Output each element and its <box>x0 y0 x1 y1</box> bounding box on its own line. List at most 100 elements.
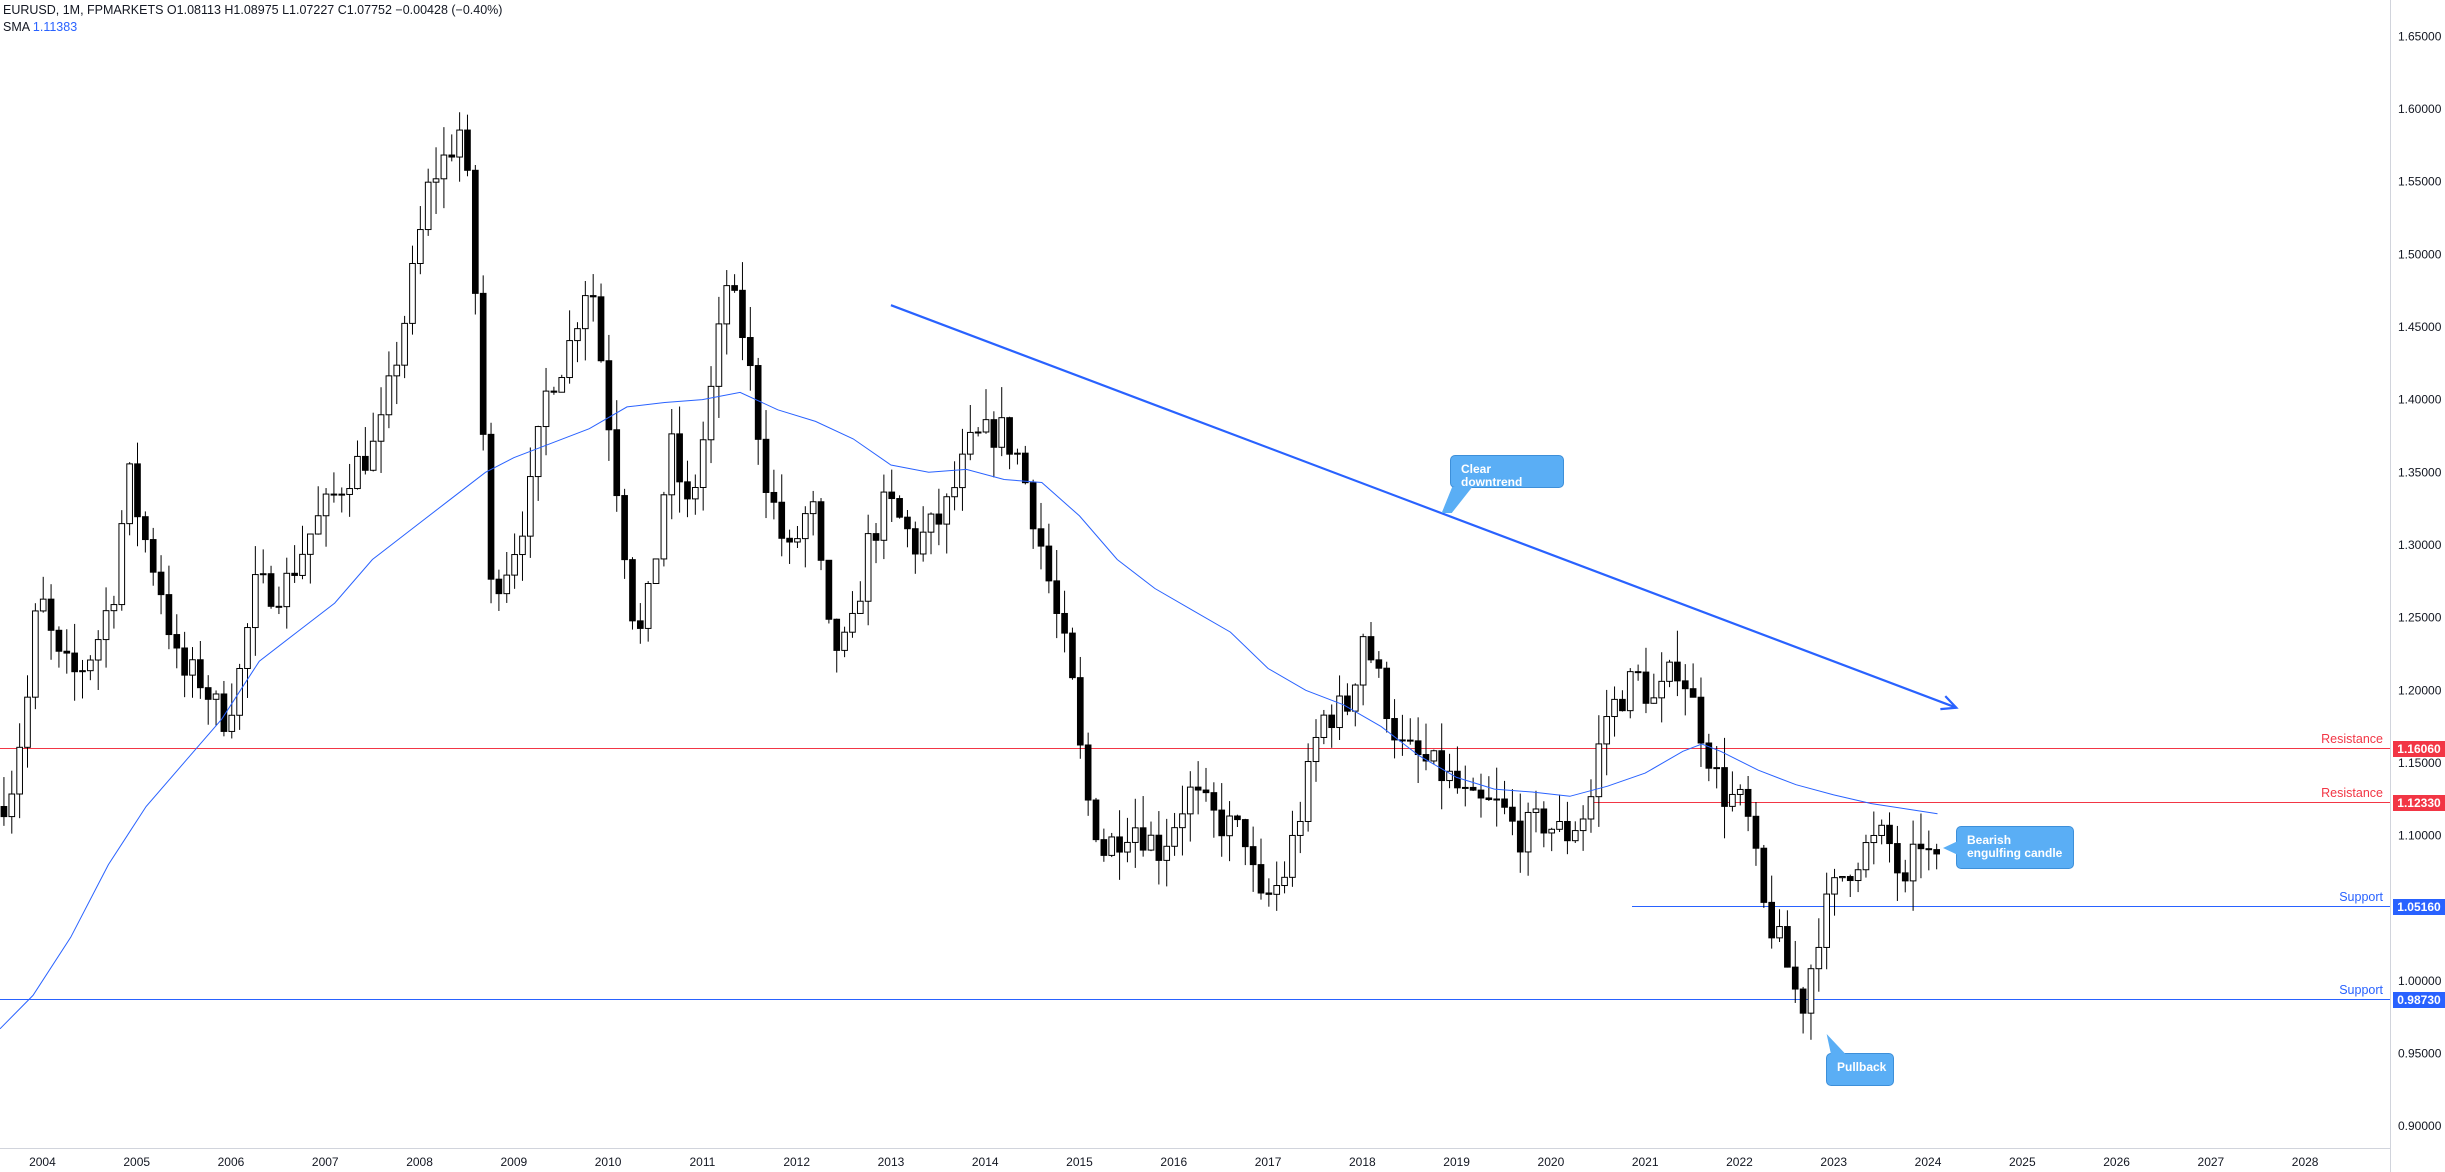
candle-down <box>1006 417 1013 455</box>
candle-down <box>1744 788 1752 817</box>
candle-up <box>558 377 566 393</box>
callout-text: Pullback <box>1837 1060 1887 1074</box>
open-value: O1.08113 <box>166 3 221 17</box>
candle-down <box>1917 843 1925 850</box>
x-tick-label: 2011 <box>689 1155 715 1169</box>
candle-up <box>801 513 809 540</box>
candle-up <box>432 178 440 183</box>
high-value: H1.08975 <box>224 3 279 17</box>
candle-up <box>951 487 958 498</box>
x-tick-label: 2017 <box>1255 1155 1282 1169</box>
candle-down <box>479 292 487 435</box>
y-tick-label: 0.95000 <box>2398 1047 2442 1061</box>
candle-down <box>636 620 644 629</box>
candle-up <box>1909 843 1917 882</box>
candle-down <box>0 806 8 818</box>
candle-down <box>1218 809 1226 837</box>
candle-up <box>581 295 589 330</box>
callout-bearish-engulfing[interactable]: Bearish engulfing candle <box>1943 826 2074 869</box>
candle-up <box>526 476 534 537</box>
callout-pullback[interactable]: Pullback <box>1818 1034 1894 1086</box>
sma-legend[interactable]: SMA 1.11383 <box>3 20 77 34</box>
candle-up <box>1603 716 1611 745</box>
candle-up <box>574 328 581 342</box>
x-tick-label: 2019 <box>1443 1155 1470 1169</box>
price-axis[interactable]: 0.900000.950001.000001.050001.100001.150… <box>2398 29 2442 1133</box>
candle-up <box>966 431 974 455</box>
level-label: Resistance <box>2321 785 2383 800</box>
candle-up <box>228 714 236 732</box>
candle-down <box>589 295 597 298</box>
candle-down <box>1391 718 1398 741</box>
candle-down <box>267 573 275 607</box>
candle-up <box>1289 834 1296 878</box>
callout-clear-downtrend[interactable]: Clear downtrend <box>1441 455 1564 513</box>
change-value: −0.00428 (−0.40%) <box>395 3 503 17</box>
symbol-label[interactable]: EURUSD, 1M, FPMARKETS <box>3 3 164 17</box>
candle-down <box>1414 740 1422 756</box>
candle-down <box>1721 767 1728 807</box>
x-tick-label: 2012 <box>783 1155 810 1169</box>
y-tick-label: 1.45000 <box>2398 320 2442 334</box>
candle-up <box>87 659 94 672</box>
candle-up <box>456 129 463 158</box>
candle-down <box>1454 770 1461 789</box>
x-tick-label: 2006 <box>218 1155 245 1169</box>
candle-up <box>1179 813 1186 829</box>
candle-down <box>1155 834 1163 861</box>
candle-down <box>1752 815 1760 849</box>
candle-down <box>621 495 628 561</box>
candle-up <box>1870 834 1878 844</box>
candle-up <box>110 604 118 612</box>
candle-up <box>1226 815 1233 837</box>
candle-up <box>1579 818 1587 832</box>
downtrend-line[interactable] <box>890 304 1957 709</box>
candle-down <box>1084 744 1092 801</box>
candle-down <box>220 693 228 732</box>
candle-down <box>1399 739 1406 742</box>
candle-up <box>943 496 951 525</box>
candle-down <box>1477 789 1485 799</box>
candle-up <box>417 229 424 264</box>
candle-up <box>1304 761 1312 822</box>
candle-up <box>189 659 196 676</box>
candle-up <box>1807 968 1815 1014</box>
candle-down <box>746 337 754 367</box>
candle-up <box>542 390 550 428</box>
candle-down <box>1469 786 1477 791</box>
level-price-tag: 1.16060 <box>2393 740 2445 757</box>
candle-down <box>1037 528 1045 547</box>
level-price-tag: 1.12330 <box>2393 794 2445 811</box>
sma-line <box>0 391 1938 1030</box>
candle-down <box>1516 820 1524 853</box>
x-tick-label: 2016 <box>1160 1155 1187 1169</box>
candle-down <box>1509 806 1516 822</box>
x-tick-label: 2004 <box>29 1155 56 1169</box>
candle-up <box>1446 770 1453 782</box>
candle-up <box>794 538 801 543</box>
candle-down <box>888 491 896 500</box>
candle-up <box>919 531 927 555</box>
level-label: Resistance <box>2321 731 2383 746</box>
candle-up <box>1862 842 1870 871</box>
candle-down <box>338 493 346 496</box>
candle-up <box>849 612 856 633</box>
candle-down <box>1705 742 1713 769</box>
candle-down <box>1383 667 1391 720</box>
candle-up <box>691 486 699 500</box>
candle-down <box>1485 797 1493 801</box>
candle-up <box>1595 743 1603 798</box>
candle-down <box>47 598 55 631</box>
candle-up <box>118 523 126 606</box>
candle-up <box>354 455 361 490</box>
candle-up <box>511 554 518 576</box>
x-tick-label: 2020 <box>1538 1155 1565 1169</box>
candle-down <box>935 513 943 525</box>
candle-down <box>817 501 825 561</box>
candle-up <box>880 491 888 541</box>
candle-up <box>252 574 259 629</box>
time-axis[interactable]: 2004 2005 2006 2007 2008 2009 2010 2011 2012 2013… <box>29 1155 2319 1169</box>
candle-up <box>299 553 306 576</box>
candle-up <box>1548 828 1556 834</box>
